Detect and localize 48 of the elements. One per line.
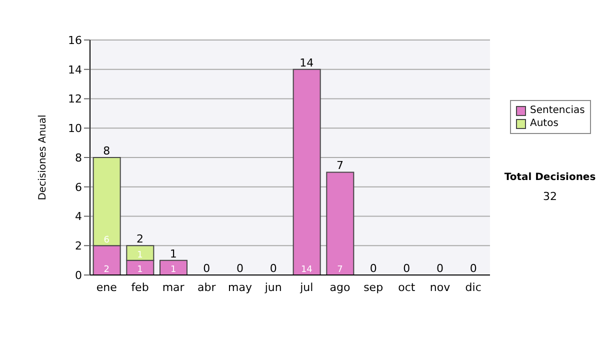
data-label: 2 — [104, 265, 110, 275]
total-label: 1 — [170, 247, 177, 260]
total-label: 0 — [403, 262, 410, 275]
total-label: 0 — [203, 262, 210, 275]
x-tick-label: mar — [162, 280, 185, 294]
data-label: 1 — [170, 265, 176, 275]
y-tick-label: 16 — [68, 34, 82, 47]
y-tick-label: 8 — [75, 151, 82, 164]
x-tick-label: oct — [398, 280, 416, 294]
x-tick-label: may — [228, 280, 252, 294]
total-label: 2 — [136, 232, 144, 246]
text: 32 — [542, 190, 558, 203]
data-label: 7 — [337, 265, 343, 275]
y-tick-label: 10 — [68, 122, 82, 136]
x-tick-label: nov — [430, 280, 451, 294]
y-tick-label: 14 — [68, 63, 82, 76]
data-label: 6 — [104, 236, 110, 246]
bar — [160, 260, 188, 275]
total-label: 0 — [236, 262, 244, 275]
total-label: 0 — [270, 262, 277, 275]
total-label: 0 — [370, 262, 377, 275]
legend-label: Autos — [530, 117, 558, 130]
text: Total Decisiones — [503, 172, 597, 183]
y-tick-label: 12 — [68, 92, 82, 106]
bar — [292, 68, 321, 275]
total-label: 0 — [436, 262, 444, 275]
x-tick-label: sep — [364, 280, 384, 294]
x-tick-label: jul — [299, 280, 314, 294]
y-tick-label: 4 — [75, 210, 82, 224]
y-tick-label: 0 — [75, 268, 82, 282]
x-tick-label: ene — [96, 280, 118, 294]
y-axis-title: Decisiones Anual — [38, 114, 49, 200]
legend-label: Sentencias — [530, 104, 585, 117]
data-label: 1 — [137, 250, 143, 260]
x-tick-label: feb — [131, 280, 149, 294]
total-label: 8 — [103, 144, 110, 158]
data-label: 14 — [300, 265, 313, 275]
total-label: 0 — [470, 262, 477, 275]
x-tick-label: ago — [330, 280, 350, 294]
y-tick-label: 6 — [75, 180, 82, 194]
x-tick-label: dic — [465, 280, 482, 294]
data-label: 1 — [137, 265, 143, 275]
x-tick-label: abr — [198, 280, 216, 294]
total-label: 14 — [300, 56, 314, 70]
bar — [326, 172, 354, 275]
total-label: 7 — [336, 159, 344, 172]
x-tick-label: jun — [264, 280, 282, 294]
y-tick-label: 2 — [75, 240, 82, 253]
